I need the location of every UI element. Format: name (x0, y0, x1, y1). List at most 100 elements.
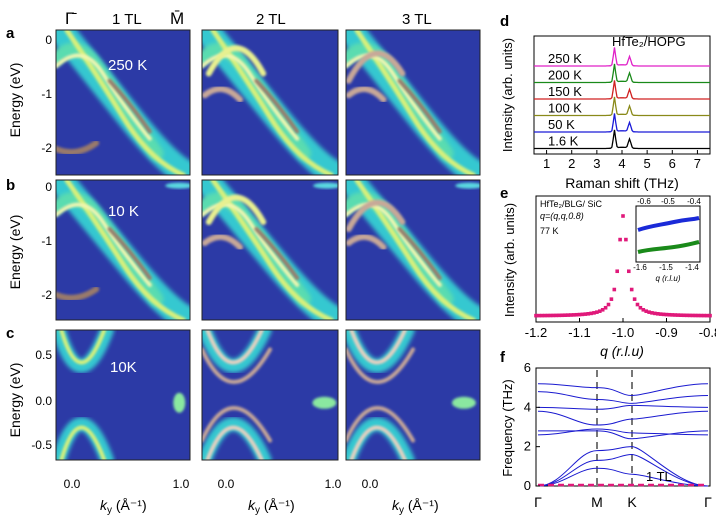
xray-point (702, 313, 706, 318)
xray-point (687, 313, 692, 318)
inset-xlabel: q (r.l.u) (655, 274, 680, 283)
phonon-ytick-3: 6 (524, 360, 531, 375)
col1-xlabel: ky (Å⁻¹) (100, 497, 147, 516)
xray-point (592, 311, 596, 315)
col1-xtick-1: 1.0 (173, 477, 190, 491)
row-a-ylabel: Energy (eV) (7, 63, 23, 138)
band-lower (349, 425, 407, 460)
phonon-layer-label: 1 TL (646, 469, 672, 484)
fermi-spot (165, 182, 190, 189)
panel-letter-a: a (6, 25, 15, 42)
arpes-panel-r2-c3 (345, 179, 481, 321)
phonon-branch-5 (537, 428, 709, 436)
band-glow (202, 330, 272, 373)
band-lower (56, 286, 100, 301)
raman-xlabel: Raman shift (THz) (565, 175, 679, 191)
band-brown (397, 78, 442, 134)
xray-point (600, 307, 605, 312)
panel-letter-d: d (500, 13, 509, 30)
m-point-label: M̄ (170, 9, 184, 28)
phonon-ylabel: Frequency (THz) (500, 379, 515, 477)
xray-point (580, 312, 585, 317)
xray-inset: -0.6 -0.5 -0.4 -1.6 -1.5 -1.4 q (r.l.u) (633, 197, 701, 283)
xray-points (534, 214, 712, 318)
xray-point (566, 313, 570, 317)
xray-point (647, 310, 651, 314)
arpes-panel-r2-c2 (201, 179, 339, 321)
xray-point (644, 309, 648, 313)
band-arc (346, 50, 406, 84)
xray-point (667, 312, 672, 317)
xray-point (656, 311, 660, 316)
raman-spectrum-0 (534, 47, 710, 67)
band-glow (346, 330, 415, 373)
phonon-ytick-0: 0 (524, 478, 531, 493)
col3-xlabel: ky (Å⁻¹) (392, 497, 439, 516)
xray-point (560, 313, 564, 318)
xray-point (670, 313, 675, 317)
xray-point (638, 305, 643, 310)
raman-tick-6: 7 (694, 156, 701, 171)
col1-xlabel-unit: (Å⁻¹) (112, 497, 147, 513)
raman-tick-2: 3 (593, 156, 600, 171)
m-point-spot (173, 392, 186, 413)
xray-annotation-temp: 77 K (540, 226, 559, 236)
xray-point (629, 287, 634, 292)
column-3tl-header: 3 TL (402, 11, 432, 28)
raman-spectrum-1 (534, 63, 710, 84)
col1-xlabel-k: k (100, 497, 108, 513)
xray-annotation-sample: HfTe₂/BLG/ SiC (540, 199, 603, 209)
band-inner-2 (202, 406, 272, 443)
xray-point (545, 313, 550, 318)
xray-tick-3: -0.9 (655, 325, 677, 340)
band-brown (107, 78, 152, 134)
col3-xlabel-unit: (Å⁻¹) (404, 497, 439, 513)
raman-label-4: 50 K (548, 117, 575, 132)
xray-point (534, 313, 538, 318)
xray-point (627, 269, 631, 274)
inset-frame (635, 205, 701, 263)
band-glow-2 (202, 417, 272, 460)
col2-xlabel: ky (Å⁻¹) (248, 497, 295, 516)
arpes-frame (345, 329, 481, 461)
panel-letter-c: c (6, 325, 14, 342)
arpes-panel-r3-c1 (55, 329, 191, 461)
row-b-temperature: 10 K (108, 203, 139, 220)
xray-point (699, 313, 704, 318)
xray-point (595, 310, 599, 314)
xray-point (537, 313, 541, 318)
phonon-branch-7 (537, 454, 709, 487)
col1-xlabel-sub: y (107, 505, 112, 516)
arpes-panels (55, 29, 481, 461)
column-1tl-header: 1 TL (112, 11, 142, 28)
xray-point (554, 313, 559, 318)
xray-ylabel: Intensity (arb. units) (502, 203, 517, 317)
xray-tick-1: -1.1 (568, 325, 590, 340)
inset-top-tick-1: -0.5 (661, 197, 675, 206)
xray-annotation-q: q=(q,q,0.8) (540, 211, 584, 221)
xray-xticks: -1.2 -1.1 -1.0 -0.9 -0.8 (525, 318, 716, 340)
svg-text:ky (Å⁻¹): ky (Å⁻¹) (392, 497, 439, 516)
xray-point (661, 312, 666, 317)
row-a-ytick-2: -2 (41, 141, 52, 155)
inset-xtick-1: -1.5 (659, 263, 673, 272)
xray-point (606, 302, 611, 307)
xray-point (690, 313, 695, 318)
arpes-frame (55, 179, 191, 321)
xray-point (612, 287, 617, 292)
phonon-kpoint-2: K (627, 494, 637, 510)
xray-point (609, 297, 614, 301)
m-point-spot (312, 396, 337, 409)
band-secondary (346, 53, 442, 141)
raman-ylabel: Intensity (arb. units) (500, 38, 515, 152)
xray-point (650, 311, 654, 315)
xray-point (664, 312, 669, 317)
col2-xlabel-k: k (248, 497, 256, 513)
column-2tl-header: 2 TL (256, 11, 286, 28)
svg-text:ky (Å⁻¹): ky (Å⁻¹) (248, 497, 295, 516)
row-b-ytick-0: 0 (45, 180, 52, 194)
inset-top-tick-2: -0.4 (687, 197, 701, 206)
phonon-ytick-1: 2 (524, 439, 531, 454)
row-c-temperature: 10K (110, 359, 137, 376)
